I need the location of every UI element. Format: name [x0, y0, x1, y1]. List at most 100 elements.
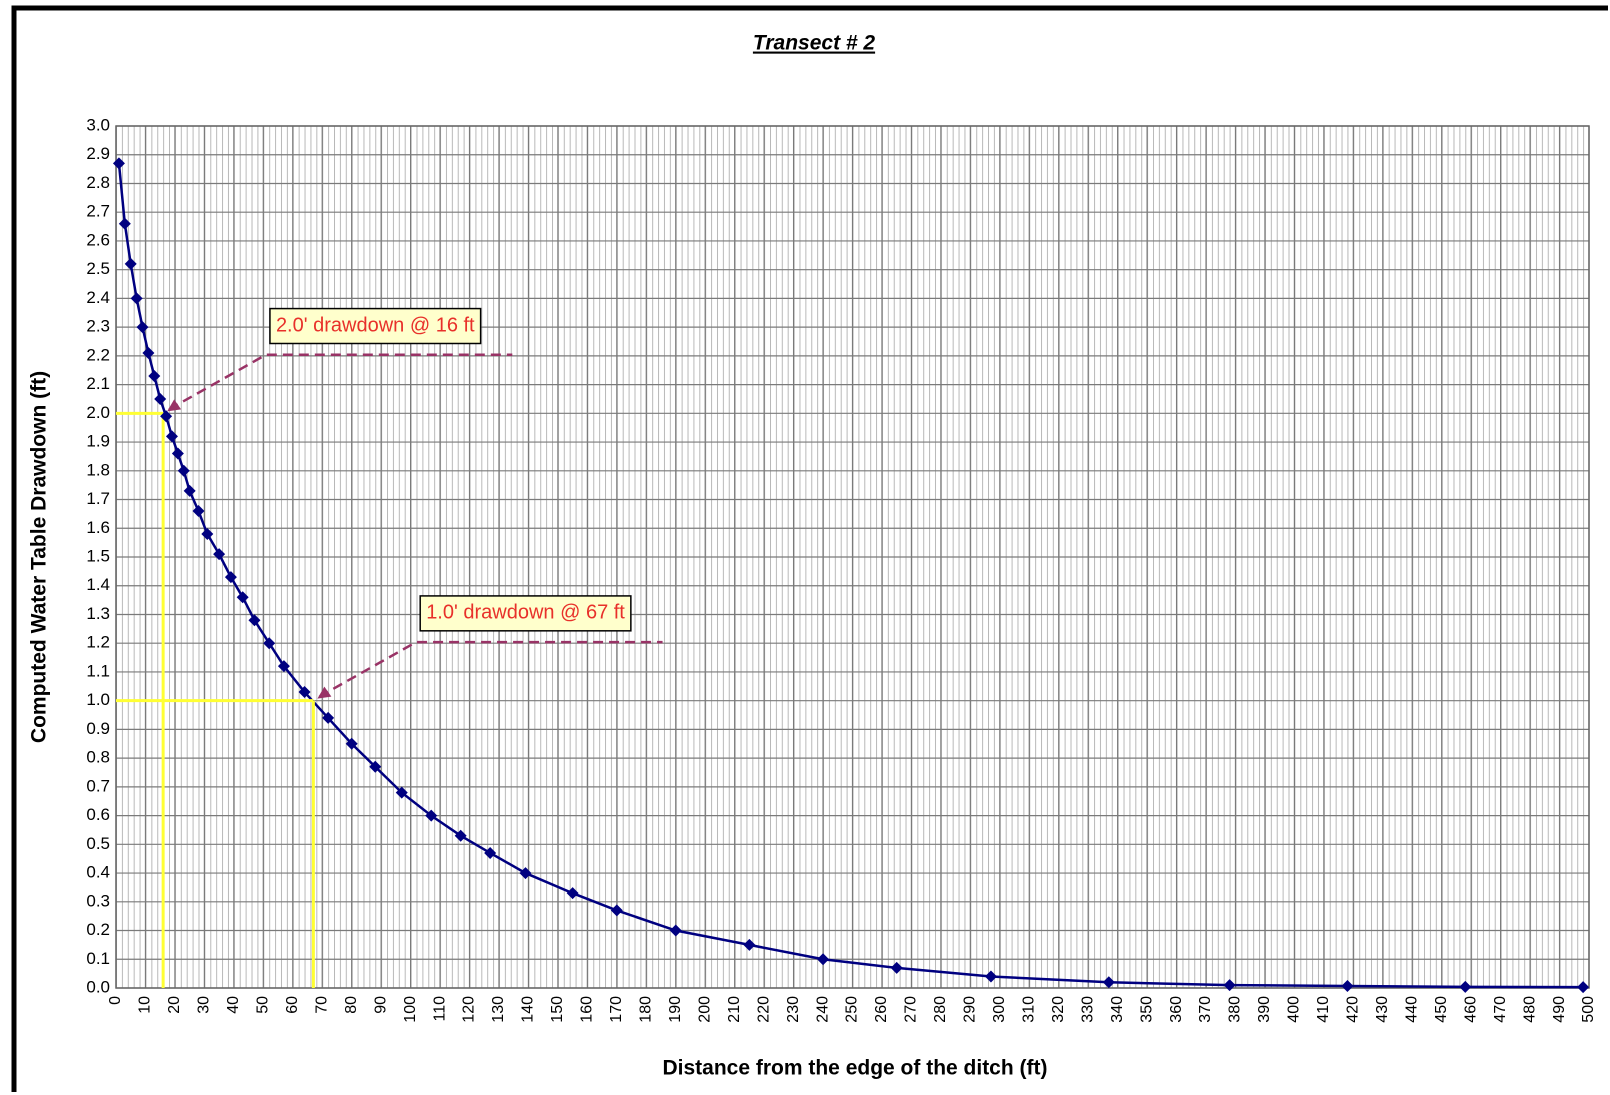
x-tick-label: 80 [343, 996, 360, 1014]
x-tick-label: 280 [932, 996, 949, 1023]
data-point [425, 809, 438, 822]
data-point [248, 614, 261, 627]
x-tick-label: 470 [1492, 996, 1509, 1023]
x-tick-label: 10 [137, 996, 154, 1014]
y-tick-label: 2.2 [86, 345, 110, 364]
x-tick-label: 250 [844, 996, 861, 1023]
data-point [112, 157, 125, 170]
data-point [136, 321, 149, 334]
data-point [236, 591, 249, 604]
data-point [201, 528, 214, 541]
data-point [322, 711, 335, 724]
x-tick-label: 350 [1138, 996, 1155, 1023]
x-tick-label: 340 [1109, 996, 1126, 1023]
data-point [148, 369, 161, 382]
plot-border [115, 125, 1590, 989]
y-tick-label: 0.2 [86, 920, 110, 939]
data-point [519, 867, 532, 880]
y-tick-label: 0.9 [86, 719, 110, 738]
x-tick-label: 200 [696, 996, 713, 1023]
y-tick-label: 1.3 [86, 604, 110, 623]
x-tick-label: 130 [490, 996, 507, 1023]
x-tick-label: 90 [372, 996, 389, 1014]
y-tick-label: 0.1 [86, 949, 110, 968]
y-tick-label: 3.0 [86, 115, 110, 134]
data-point [369, 760, 382, 773]
data-point [213, 548, 226, 561]
data-point [263, 637, 276, 650]
data-point [124, 257, 137, 270]
x-tick-label: 380 [1227, 996, 1244, 1023]
x-tick-label: 50 [255, 996, 272, 1014]
x-tick-label: 0 [107, 996, 124, 1005]
x-tick-label: 370 [1197, 996, 1214, 1023]
annotation-box [269, 307, 482, 345]
y-tick-label: 2.3 [86, 317, 110, 336]
x-tick-label: 400 [1286, 996, 1303, 1023]
y-tick-label: 1.6 [86, 518, 110, 537]
y-tick-label: 0.5 [86, 834, 110, 853]
annotation-box [419, 595, 632, 632]
x-tick-label: 430 [1374, 996, 1391, 1023]
x-tick-label: 60 [284, 996, 301, 1014]
x-tick-label: 450 [1433, 996, 1450, 1023]
y-tick-label: 1.9 [86, 432, 110, 451]
y-tick-label: 1.5 [86, 546, 110, 565]
y-tick-label: 1.2 [86, 633, 110, 652]
x-tick-label: 70 [313, 996, 330, 1014]
x-tick-label: 30 [196, 996, 213, 1014]
y-tick-label: 2.8 [86, 173, 110, 192]
y-tick-label: 2.7 [86, 202, 110, 221]
annotation-arrow [168, 353, 513, 411]
data-point [890, 961, 903, 974]
data-point [1341, 979, 1354, 992]
x-tick-label: 330 [1079, 996, 1096, 1023]
x-tick-label: 180 [637, 996, 654, 1023]
annotation-arrow [318, 640, 663, 698]
data-point [454, 829, 467, 842]
x-tick-label: 420 [1345, 996, 1362, 1023]
y-tick-label: 1.0 [86, 690, 110, 709]
x-tick-label: 410 [1315, 996, 1332, 1023]
data-point [1223, 979, 1236, 992]
data-point [192, 505, 205, 518]
x-tick-label: 260 [873, 996, 890, 1023]
x-tick-label: 500 [1580, 996, 1597, 1023]
data-point [984, 970, 997, 983]
x-tick-label: 390 [1256, 996, 1273, 1023]
data-point [154, 392, 167, 405]
y-tick-label: 0.3 [86, 891, 110, 910]
y-tick-label: 2.4 [86, 288, 110, 307]
data-point [160, 410, 173, 423]
data-point [277, 660, 290, 673]
x-tick-label: 490 [1551, 996, 1568, 1023]
annotation-text: 1.0' drawdown @ 67 ft [426, 602, 625, 624]
y-tick-label: 0.6 [86, 805, 110, 824]
data-point [395, 786, 408, 799]
y-tick-label: 2.1 [86, 374, 110, 393]
data-point [610, 904, 623, 917]
y-tick-label: 2.6 [86, 230, 110, 249]
frame [11, 5, 1608, 1092]
data-point [345, 737, 358, 750]
y-tick-label: 1.8 [86, 460, 110, 479]
x-tick-label: 240 [814, 996, 831, 1023]
x-tick-label: 300 [991, 996, 1008, 1023]
data-point [142, 346, 155, 359]
y-tick-label: 0.0 [86, 977, 110, 996]
x-tick-label: 320 [1050, 996, 1067, 1023]
x-tick-label: 440 [1403, 996, 1420, 1023]
x-tick-label: 190 [667, 996, 684, 1023]
y-tick-label: 1.4 [86, 575, 110, 594]
y-tick-label: 2.0 [86, 403, 110, 422]
annotation-text: 2.0' drawdown @ 16 ft [276, 314, 475, 336]
x-tick-label: 270 [903, 996, 920, 1023]
data-point [183, 484, 196, 497]
y-tick-label: 1.7 [86, 489, 110, 508]
x-tick-label: 140 [520, 996, 537, 1023]
data-point [1102, 976, 1115, 989]
x-tick-label: 160 [579, 996, 596, 1023]
arrow-head [317, 686, 332, 699]
y-tick-label: 2.9 [86, 144, 110, 163]
